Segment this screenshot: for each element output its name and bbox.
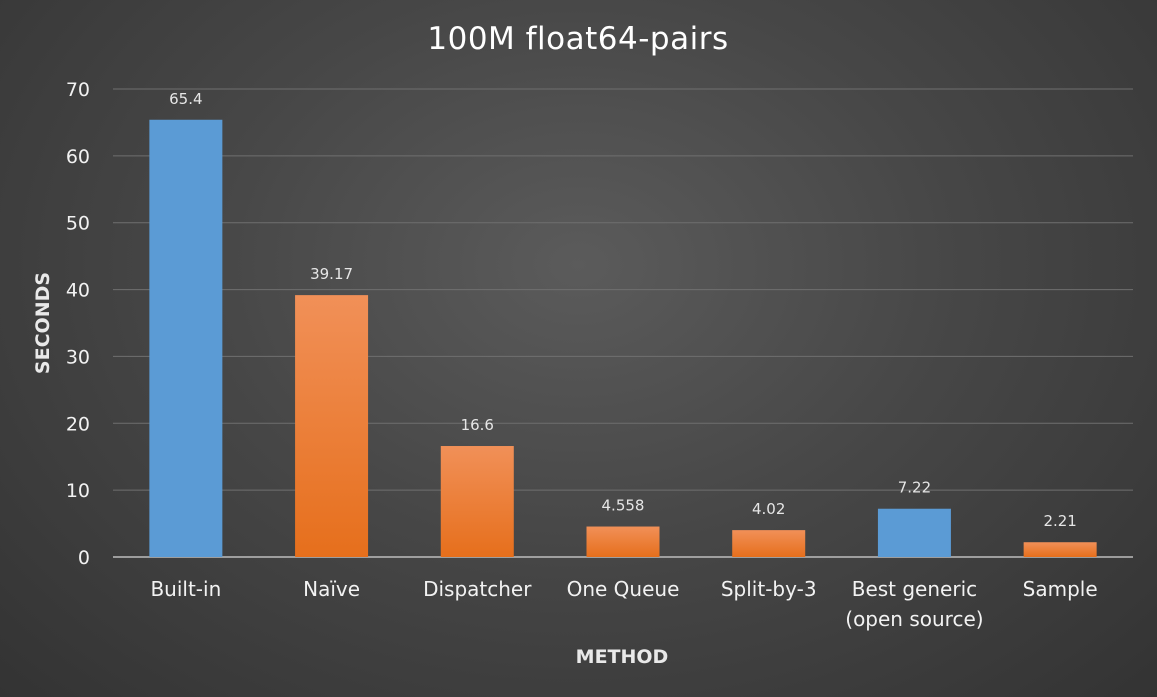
x-tick-label: Built-in	[150, 577, 221, 601]
x-tick-label: (open source)	[845, 607, 983, 631]
bar	[1023, 542, 1097, 557]
y-tick-label: 50	[66, 213, 90, 235]
chart-title: 100M float64-pairs	[427, 21, 728, 57]
x-tick-label: Naïve	[303, 577, 360, 601]
y-tick-label: 0	[78, 547, 90, 569]
data-label: 7.22	[898, 479, 931, 497]
data-label: 4.558	[602, 497, 645, 515]
y-axis-title: SECONDS	[32, 272, 54, 374]
bar	[877, 508, 951, 557]
x-tick-label: Split-by-3	[721, 577, 817, 601]
bar	[586, 526, 660, 557]
y-tick-label: 60	[66, 146, 90, 168]
bar	[732, 530, 806, 557]
y-axis-ticks: 0 10 20 30 40 50 60 70	[66, 79, 90, 569]
bar	[440, 446, 514, 557]
data-labels: 65.4 39.17 16.6 4.558 4.02 7.22 2.21	[169, 90, 1077, 530]
y-tick-label: 20	[66, 413, 90, 435]
x-axis-categories: Built-in Naïve Dispatcher One Queue Split-by…	[150, 577, 1097, 631]
bar	[149, 119, 223, 558]
x-tick-label: Best generic	[852, 577, 977, 601]
x-axis-title: METHOD	[576, 646, 669, 668]
bars	[149, 119, 1097, 558]
y-tick-label: 30	[66, 346, 90, 368]
data-label: 2.21	[1043, 512, 1076, 530]
bar	[295, 295, 369, 557]
data-label: 65.4	[169, 90, 202, 108]
data-label: 4.02	[752, 500, 785, 518]
x-tick-label: One Queue	[567, 577, 680, 601]
y-tick-label: 70	[66, 79, 90, 101]
x-tick-label: Dispatcher	[423, 577, 532, 601]
data-label: 16.6	[461, 416, 494, 434]
data-label: 39.17	[310, 265, 353, 283]
y-tick-label: 40	[66, 280, 90, 302]
gridlines	[113, 88, 1133, 558]
y-tick-label: 10	[66, 480, 90, 502]
x-tick-label: Sample	[1023, 577, 1098, 601]
